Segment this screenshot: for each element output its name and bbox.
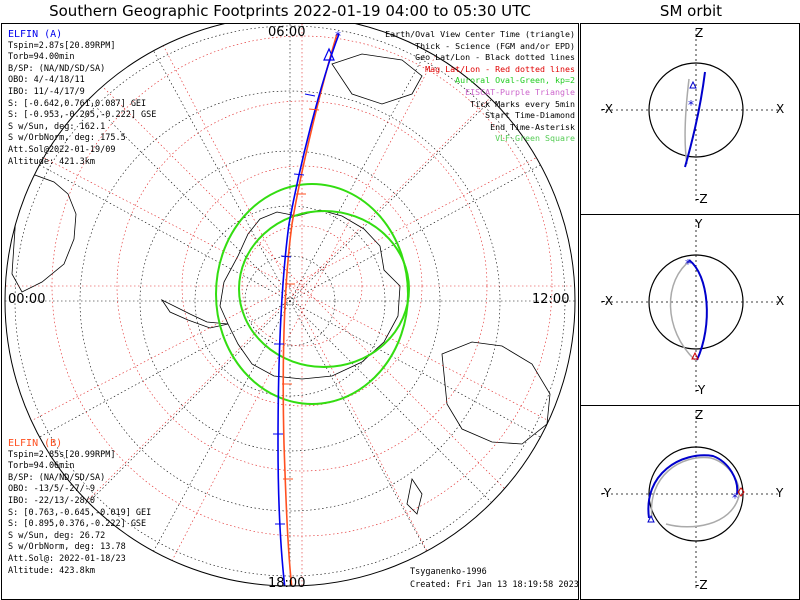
mag-grid [5,24,575,586]
elfin-a-tick-marks [273,93,316,525]
new-zealand-coastline [406,477,423,515]
elfin-a-line: Tspin=2.87s[20.89RPM] [8,40,116,51]
sm-xz-right: X [776,102,785,116]
elfin-b-line: B/SP: (NA/ND/SD/SA) [8,472,106,483]
legend-item: VLF-Green Square [495,133,575,144]
elfin-a-line: Torb=94.00min [8,52,75,63]
peninsula-coastline [160,298,229,329]
elfin-b-line: S w/OrbNorm, deg: 13.78 [8,542,126,553]
sm-orbit-title: SM orbit [659,2,723,20]
svg-text:*: * [732,491,738,505]
sm-xy-bottom: -Y [695,383,706,397]
sm-xy-top: Y [695,217,703,231]
elfin-b-info: ELFIN (B) Tspin=2.85s[20.99RPM] Torb=94.… [8,438,151,577]
elfin-a-line: OBO: 4/-4/18/11 [8,75,85,86]
elfin-a-line: S w/Sun, deg: 162.1 [8,121,106,132]
elfin-b-line: Tspin=2.85s[20.99RPM] [8,449,116,460]
sm-yz-right: Y [776,486,784,500]
mlt-label-left: 00:00 [8,292,46,307]
elfin-a-line: Altitude: 421.3km [8,156,95,167]
sm-xz-plot: * [601,29,779,204]
sm-panel-xy: * Y -Y -X X [580,214,800,406]
antarctica-coastline [219,209,401,380]
africa-coastline [331,53,423,105]
geo-grid [5,24,575,586]
sm-yz-top: Z [695,408,704,422]
sm-yz-left: -Y [601,486,612,500]
legend-item: End Time-Asterisk [490,121,575,132]
elfin-b-line: S w/Sun, deg: 26.72 [8,530,106,541]
sm-xy-plot: * [601,220,779,395]
legend-item: Auroral Oval-Green, kp=2 [455,75,575,86]
elfin-b-tick-marks [282,108,320,480]
legend-item: EISCAT-Purple Triangle [465,86,575,97]
sm-yz-plot: * [601,411,779,591]
mlt-label-right: 12:00 [532,292,570,307]
elfin-a-line: S: [-0.953,-0.205,-0.222] GSE [8,110,157,121]
elfin-a-header: ELFIN (A) [8,29,63,40]
elfin-b-line: Att.Sol@: 2022-01-18/23 [8,553,126,564]
legend-item: Thick - Science (FGM and/or EPD) [415,40,575,51]
legend-item: Earth/Oval View Center Time (triangle) [385,29,575,39]
legend-item: Start Time-Diamond [485,110,575,121]
footprint-map: * [4,24,576,587]
auroral-oval-inner [238,210,410,368]
elfin-a-track [277,33,340,586]
elfin-a-line: B/SP: (NA/ND/SD/SA) [8,63,106,74]
elfin-a-line: Att.Sol@2022-01-19/09 [8,144,116,155]
sm-xz-top: Z [695,26,704,40]
elfin-b-line: Altitude: 423.8km [8,565,95,576]
legend-item: Tick Marks every 5min [470,98,575,109]
sm-panel-xz: * Z -Z -X X [580,23,800,215]
model-label: Tsyganenko-1996 [410,567,487,577]
auroral-oval-outer [215,183,409,405]
map-boundary [4,24,576,587]
view-center-triangle [323,47,335,61]
mlt-label-bottom: 18:00 [268,576,306,591]
sm-yz-bottom: -Z [695,578,708,592]
elfin-b-header: ELFIN (B) [8,438,63,449]
elfin-b-line: S: [0.763,-0.645,-0.019] GEI [8,507,152,518]
elfin-b-line: IBO: -22/13/-28/0 [8,495,95,506]
sm-panel-yz: * Z -Z -Y Y [580,405,800,600]
legend-item: Geo Lat/Lon - Black dotted lines [415,52,575,63]
end-time-asterisk: * [335,29,341,43]
footprint-map-panel: * [1,23,579,600]
sm-xz-bottom: -Z [695,192,708,206]
elfin-a-info: ELFIN (A) Tspin=2.87s[20.89RPM] Torb=94.… [8,29,156,168]
sm-xy-right: X [776,294,785,308]
elfin-a-line: IBO: 11/-4/17/9 [8,86,85,97]
svg-text:*: * [685,257,691,271]
legend: Earth/Oval View Center Time (triangle) T… [385,29,575,145]
elfin-b-track [282,33,338,586]
created-label: Created: Fri Jan 13 18:19:58 2023 [410,580,579,590]
svg-text:*: * [688,98,694,112]
mlt-label-top: 06:00 [268,25,306,40]
elfin-a-line: S w/OrbNorm, deg: 175.5 [8,133,126,144]
south-america-coastline [11,173,77,293]
legend-item: Mag Lat/Lon - Red dotted lines [425,63,575,74]
auroral-oval [215,183,410,405]
sm-xz-left: -X [601,102,613,116]
elfin-b-line: S: [0.895,0.376,-0.222] GSE [8,519,147,530]
sm-xy-left: -X [601,294,613,308]
elfin-a-line: S: [-0.642,0.761,0.087] GEI [8,98,147,109]
elfin-b-line: OBO: -13/5/-27/-9 [8,484,95,495]
elfin-b-line: Torb=94.06min [8,461,75,472]
plot-title: Southern Geographic Footprints 2022-01-1… [49,2,531,20]
